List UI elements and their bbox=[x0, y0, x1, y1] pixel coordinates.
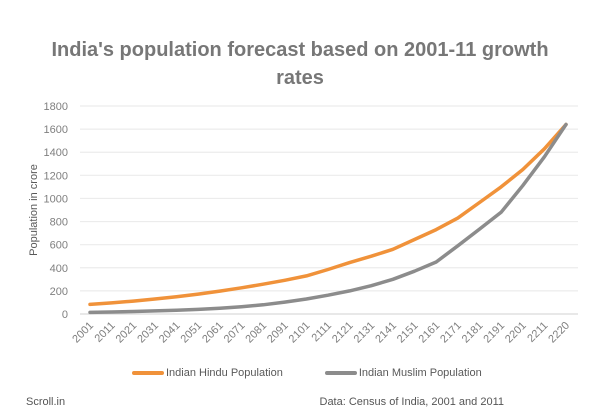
x-tick-label: 2061 bbox=[200, 320, 226, 346]
x-tick-label: 2201 bbox=[503, 320, 529, 346]
series-line-muslim bbox=[88, 122, 568, 315]
y-tick-label: 0 bbox=[62, 309, 68, 321]
x-tick-label: 2091 bbox=[265, 320, 291, 346]
x-tick-label: 2041 bbox=[157, 320, 183, 346]
x-tick-label: 2071 bbox=[222, 320, 248, 346]
legend-item-muslim: Indian Muslim Population bbox=[324, 367, 482, 379]
y-tick-label: 1600 bbox=[44, 124, 68, 136]
x-tick-label: 2031 bbox=[135, 320, 161, 346]
x-tick-label: 2011 bbox=[93, 320, 118, 345]
x-tick-label: 2181 bbox=[460, 320, 486, 346]
x-tick-label: 2151 bbox=[395, 320, 421, 346]
x-tick-label: 2001 bbox=[70, 320, 96, 346]
y-tick-label: 1400 bbox=[44, 147, 68, 159]
x-tick-label: 2191 bbox=[481, 320, 507, 346]
x-tick-label: 2021 bbox=[114, 320, 140, 346]
legend: Indian Hindu Population Indian Muslim Po… bbox=[132, 367, 524, 379]
chart-title: India's population forecast based on 200… bbox=[51, 39, 549, 89]
y-tick-label: 1800 bbox=[44, 101, 68, 113]
x-tick-label: 2171 bbox=[438, 320, 464, 346]
x-tick-label: 2081 bbox=[243, 320, 269, 346]
series-line-hindu bbox=[88, 122, 568, 307]
legend-label-hindu: Indian Hindu Population bbox=[166, 367, 283, 379]
y-tick-label: 1000 bbox=[44, 193, 68, 205]
legend-item-hindu: Indian Hindu Population bbox=[132, 367, 283, 379]
gridlines bbox=[80, 105, 578, 315]
y-tick-label: 600 bbox=[50, 240, 68, 252]
x-tick-label: 2111 bbox=[309, 320, 334, 345]
legend-swatch-muslim bbox=[324, 371, 357, 375]
legend-label-muslim: Indian Muslim Population bbox=[358, 367, 482, 379]
x-tick-label: 2101 bbox=[287, 320, 313, 346]
y-axis-label: Population in crore bbox=[28, 164, 40, 256]
x-axis-ticks: 2001201120212031204120512061207120812091… bbox=[70, 320, 572, 346]
data-source: Data: Census of India, 2001 and 2011 bbox=[319, 396, 505, 408]
x-tick-label: 2220 bbox=[546, 320, 572, 346]
y-tick-label: 400 bbox=[50, 263, 68, 275]
x-tick-label: 2141 bbox=[373, 320, 399, 346]
x-tick-label: 2131 bbox=[352, 320, 378, 346]
x-tick-label: 2211 bbox=[525, 320, 550, 345]
x-tick-label: 2121 bbox=[330, 320, 356, 346]
x-tick-label: 2161 bbox=[417, 320, 443, 346]
legend-swatch-hindu bbox=[132, 371, 164, 375]
y-tick-label: 200 bbox=[50, 286, 68, 298]
series-lines bbox=[88, 122, 568, 315]
source-credit: Scroll.in bbox=[26, 396, 66, 408]
y-tick-label: 1200 bbox=[44, 170, 68, 182]
y-axis-ticks: 0 200 400 600 800 1000 1200 1400 1600 1800 bbox=[44, 101, 68, 321]
x-tick-label: 2051 bbox=[179, 320, 205, 346]
y-tick-label: 800 bbox=[50, 217, 68, 229]
